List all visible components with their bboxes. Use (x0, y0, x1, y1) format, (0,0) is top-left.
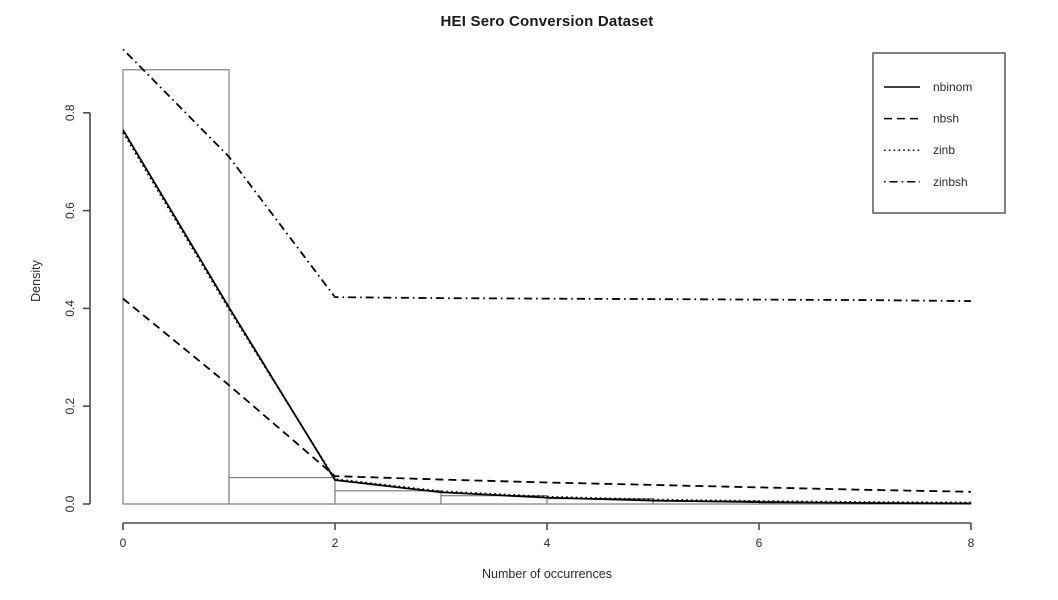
series-line-zinbsh (122, 48, 972, 302)
y-tick-label: 0.8 (63, 104, 77, 121)
chart-title: HEI Sero Conversion Dataset (440, 13, 654, 30)
series-line-nbinom (122, 129, 972, 505)
series-line-nbsh (122, 297, 972, 493)
x-tick-label: 6 (756, 536, 763, 550)
legend-label-nbinom: nbinom (933, 80, 972, 94)
legend-label-zinbsh: zinbsh (933, 175, 968, 189)
x-tick-label: 4 (544, 536, 551, 550)
x-tick-label: 8 (968, 536, 975, 550)
legend-box (872, 52, 1006, 214)
histogram-bar (228, 476, 336, 505)
histogram-bar (334, 490, 442, 505)
x-axis-label: Number of occurrences (482, 567, 612, 581)
legend-label-nbsh: nbsh (933, 112, 959, 126)
y-tick-label: 0.6 (63, 202, 77, 219)
x-tick-label: 0 (120, 536, 127, 550)
series-line-zinb (122, 131, 972, 504)
x-tick-label: 2 (332, 536, 339, 550)
y-tick-label: 0.0 (63, 495, 77, 512)
histogram-bar (122, 69, 230, 505)
y-tick-label: 0.4 (63, 300, 77, 317)
y-tick-label: 0.2 (63, 398, 77, 415)
legend-label-zinb: zinb (933, 143, 955, 157)
